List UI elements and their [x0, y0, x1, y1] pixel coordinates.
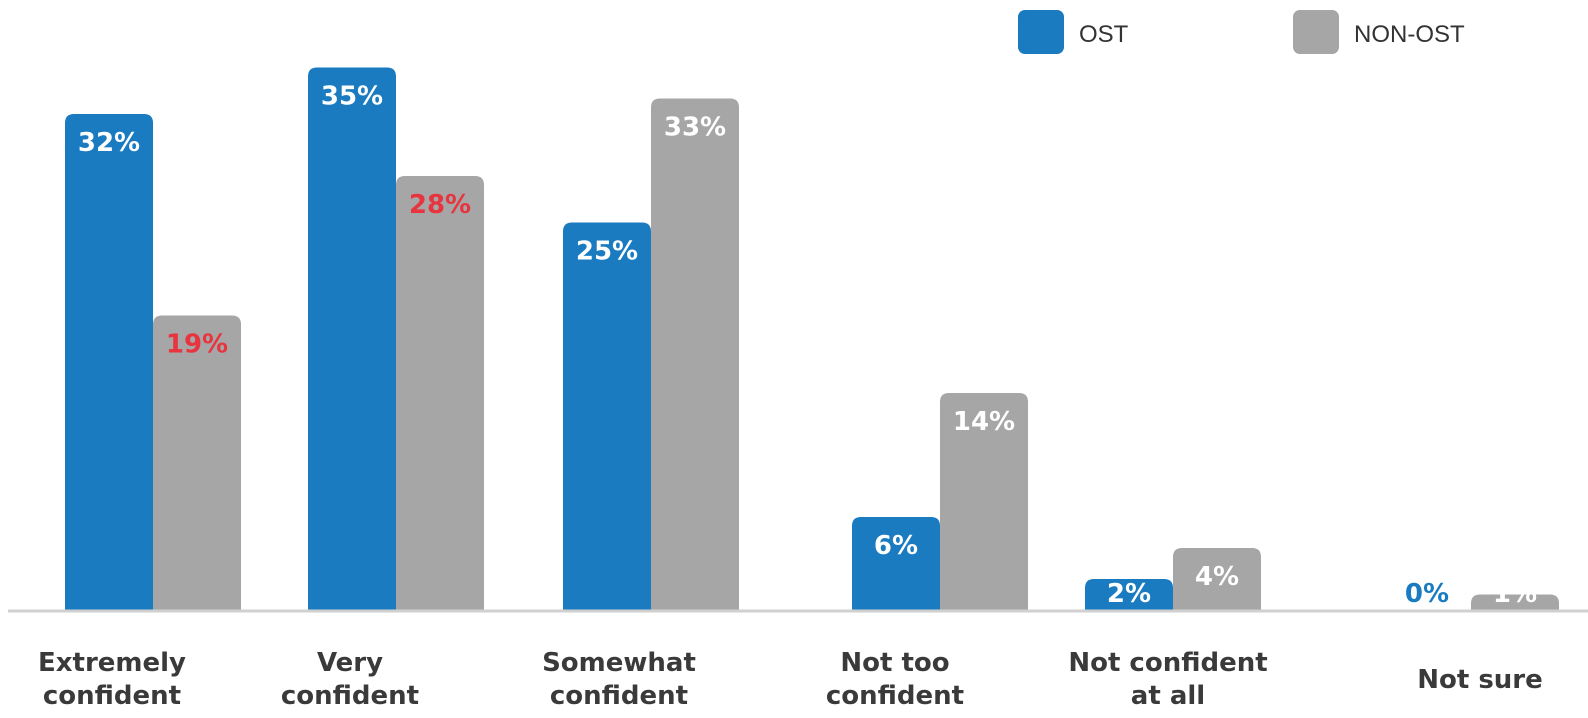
category-label-4-line-0: Not confident: [1068, 648, 1267, 678]
bar-non-ost-2: [651, 98, 739, 610]
bars: [65, 67, 1559, 610]
value-label-non-ost-5: 1%: [1493, 579, 1537, 609]
category-label-5-line-0: Not sure: [1417, 665, 1543, 695]
value-label-ost-1: 35%: [321, 82, 383, 112]
category-label-1-line-1: confident: [281, 681, 419, 711]
bar-non-ost-5: [1471, 594, 1559, 610]
category-label-3-line-1: confident: [826, 681, 964, 711]
value-label-non-ost-1: 28%: [409, 190, 471, 220]
legend-swatch-ost: [1018, 10, 1064, 54]
category-labels: ExtremelyconfidentVeryconfidentSomewhatc…: [38, 648, 1543, 711]
bar-ost-2: [563, 222, 651, 610]
category-label-3-line-0: Not too: [840, 648, 949, 678]
bar-ost-0: [65, 114, 153, 610]
bar-ost-3: [852, 517, 940, 610]
category-label-1-line-0: Very: [317, 648, 383, 678]
bar-non-ost-3: [940, 393, 1028, 610]
bar-non-ost-1: [396, 176, 484, 610]
value-label-non-ost-3: 14%: [953, 407, 1015, 437]
category-label-2-line-1: confident: [550, 681, 688, 711]
value-label-non-ost-4: 4%: [1195, 562, 1239, 592]
value-label-ost-3: 6%: [874, 531, 918, 561]
category-label-0-line-0: Extremely: [38, 648, 186, 678]
value-label-ost-4: 2%: [1107, 579, 1151, 609]
bar-non-ost-0: [153, 315, 241, 610]
value-label-ost-2: 25%: [576, 237, 638, 267]
bar-ost-1: [308, 67, 396, 610]
value-label-ost-0: 32%: [78, 128, 140, 158]
legend: OST NON-OST: [1018, 10, 1465, 54]
value-label-non-ost-2: 33%: [664, 113, 726, 143]
legend-label-ost: OST: [1079, 21, 1129, 48]
bar-ost-4: [1085, 579, 1173, 610]
legend-swatch-non-ost: [1293, 10, 1339, 54]
value-label-ost-5: 0%: [1405, 579, 1449, 609]
category-label-2-line-0: Somewhat: [542, 648, 696, 678]
legend-label-non-ost: NON-OST: [1354, 21, 1465, 48]
category-label-4-line-1: at all: [1131, 681, 1205, 711]
bar-value-labels: 32% 19% 35% 28% 25% 33% 6% 14% 2% 4% 0% 1%: [78, 82, 1537, 610]
category-label-0-line-1: confident: [43, 681, 181, 711]
bar-non-ost-4: [1173, 548, 1261, 610]
value-label-non-ost-0: 19%: [166, 330, 228, 360]
